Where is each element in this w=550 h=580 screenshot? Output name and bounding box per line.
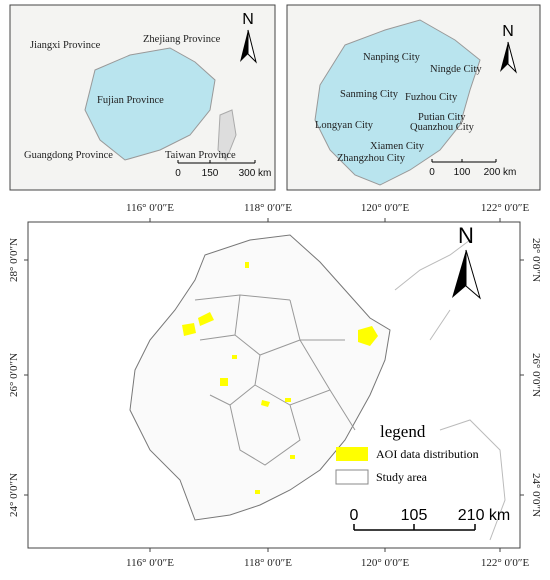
legend-label: AOI data distribution [376, 447, 479, 461]
scale-label: 300 km [239, 168, 272, 179]
aoi-patches [182, 262, 378, 494]
study-area [129, 234, 391, 521]
north-arrow [465, 249, 481, 300]
north-arrow-label: N [242, 11, 254, 28]
scale-label: 150 [202, 168, 219, 179]
region-label: Xiamen City [370, 141, 425, 152]
scale-label: 0 [350, 507, 359, 524]
longitude-label: 116° 0′0″E [126, 202, 174, 214]
region-label: Longyan City [315, 120, 374, 131]
longitude-label: 120° 0′0″E [361, 202, 410, 214]
legend-swatch [335, 469, 369, 485]
north-arrow [507, 41, 517, 74]
region-label: Zhejiang Province [143, 34, 221, 45]
region-label: Nanping City [363, 52, 421, 63]
latitude-label: 26° 0′0″N [530, 353, 542, 397]
longitude-label: 118° 0′0″E [244, 557, 292, 569]
longitude-label: 118° 0′0″E [244, 202, 292, 214]
scale-label: 100 [454, 167, 471, 178]
taiwan-outline [439, 419, 506, 541]
taiwan [217, 109, 237, 161]
scale-bar [431, 159, 497, 163]
region-label: Ningde City [430, 64, 482, 75]
latitude-label: 24° 0′0″N [8, 473, 20, 517]
legend-title: legend [380, 422, 426, 441]
region-label: Fuzhou City [405, 92, 458, 103]
coastline [394, 239, 471, 341]
scale-label: 210 km [458, 507, 510, 524]
longitude-label: 122° 0′0″E [481, 557, 530, 569]
scale-label: 0 [429, 167, 435, 178]
scale-label: 105 [401, 507, 428, 524]
region-label: Jiangxi Province [30, 40, 101, 51]
north-arrow [240, 30, 248, 62]
city-boundary [194, 294, 356, 466]
region-label: Sanming City [340, 89, 399, 100]
scale-bar [177, 160, 256, 164]
region-label: Zhangzhou City [337, 153, 406, 164]
latitude-label: 26° 0′0″N [8, 353, 20, 397]
scale-label: 200 km [484, 167, 517, 178]
north-arrow [500, 42, 508, 72]
north-arrow [452, 250, 466, 298]
region-label: Guangdong Province [24, 150, 113, 161]
scale-bar [353, 524, 476, 531]
north-arrow-label: N [502, 23, 514, 40]
region-label: Fujian Province [97, 95, 164, 106]
latitude-label: 28° 0′0″N [8, 238, 20, 282]
latitude-label: 24° 0′0″N [530, 473, 542, 517]
region-label: Taiwan Province [165, 150, 236, 161]
region-label: Putian City [418, 112, 466, 123]
legend-label: Study area [376, 470, 428, 484]
legend-swatch [336, 447, 368, 461]
latitude-label: 28° 0′0″N [530, 238, 542, 282]
region-label: Quanzhou City [410, 122, 475, 133]
longitude-label: 122° 0′0″E [481, 202, 530, 214]
scale-label: 0 [175, 168, 181, 179]
north-arrow [247, 29, 257, 64]
longitude-label: 116° 0′0″E [126, 557, 174, 569]
fujian-area [84, 47, 216, 161]
graticule-ticks [24, 218, 524, 552]
longitude-label: 120° 0′0″E [361, 557, 410, 569]
north-arrow-label: N [458, 223, 474, 248]
fujian-area [314, 19, 481, 186]
